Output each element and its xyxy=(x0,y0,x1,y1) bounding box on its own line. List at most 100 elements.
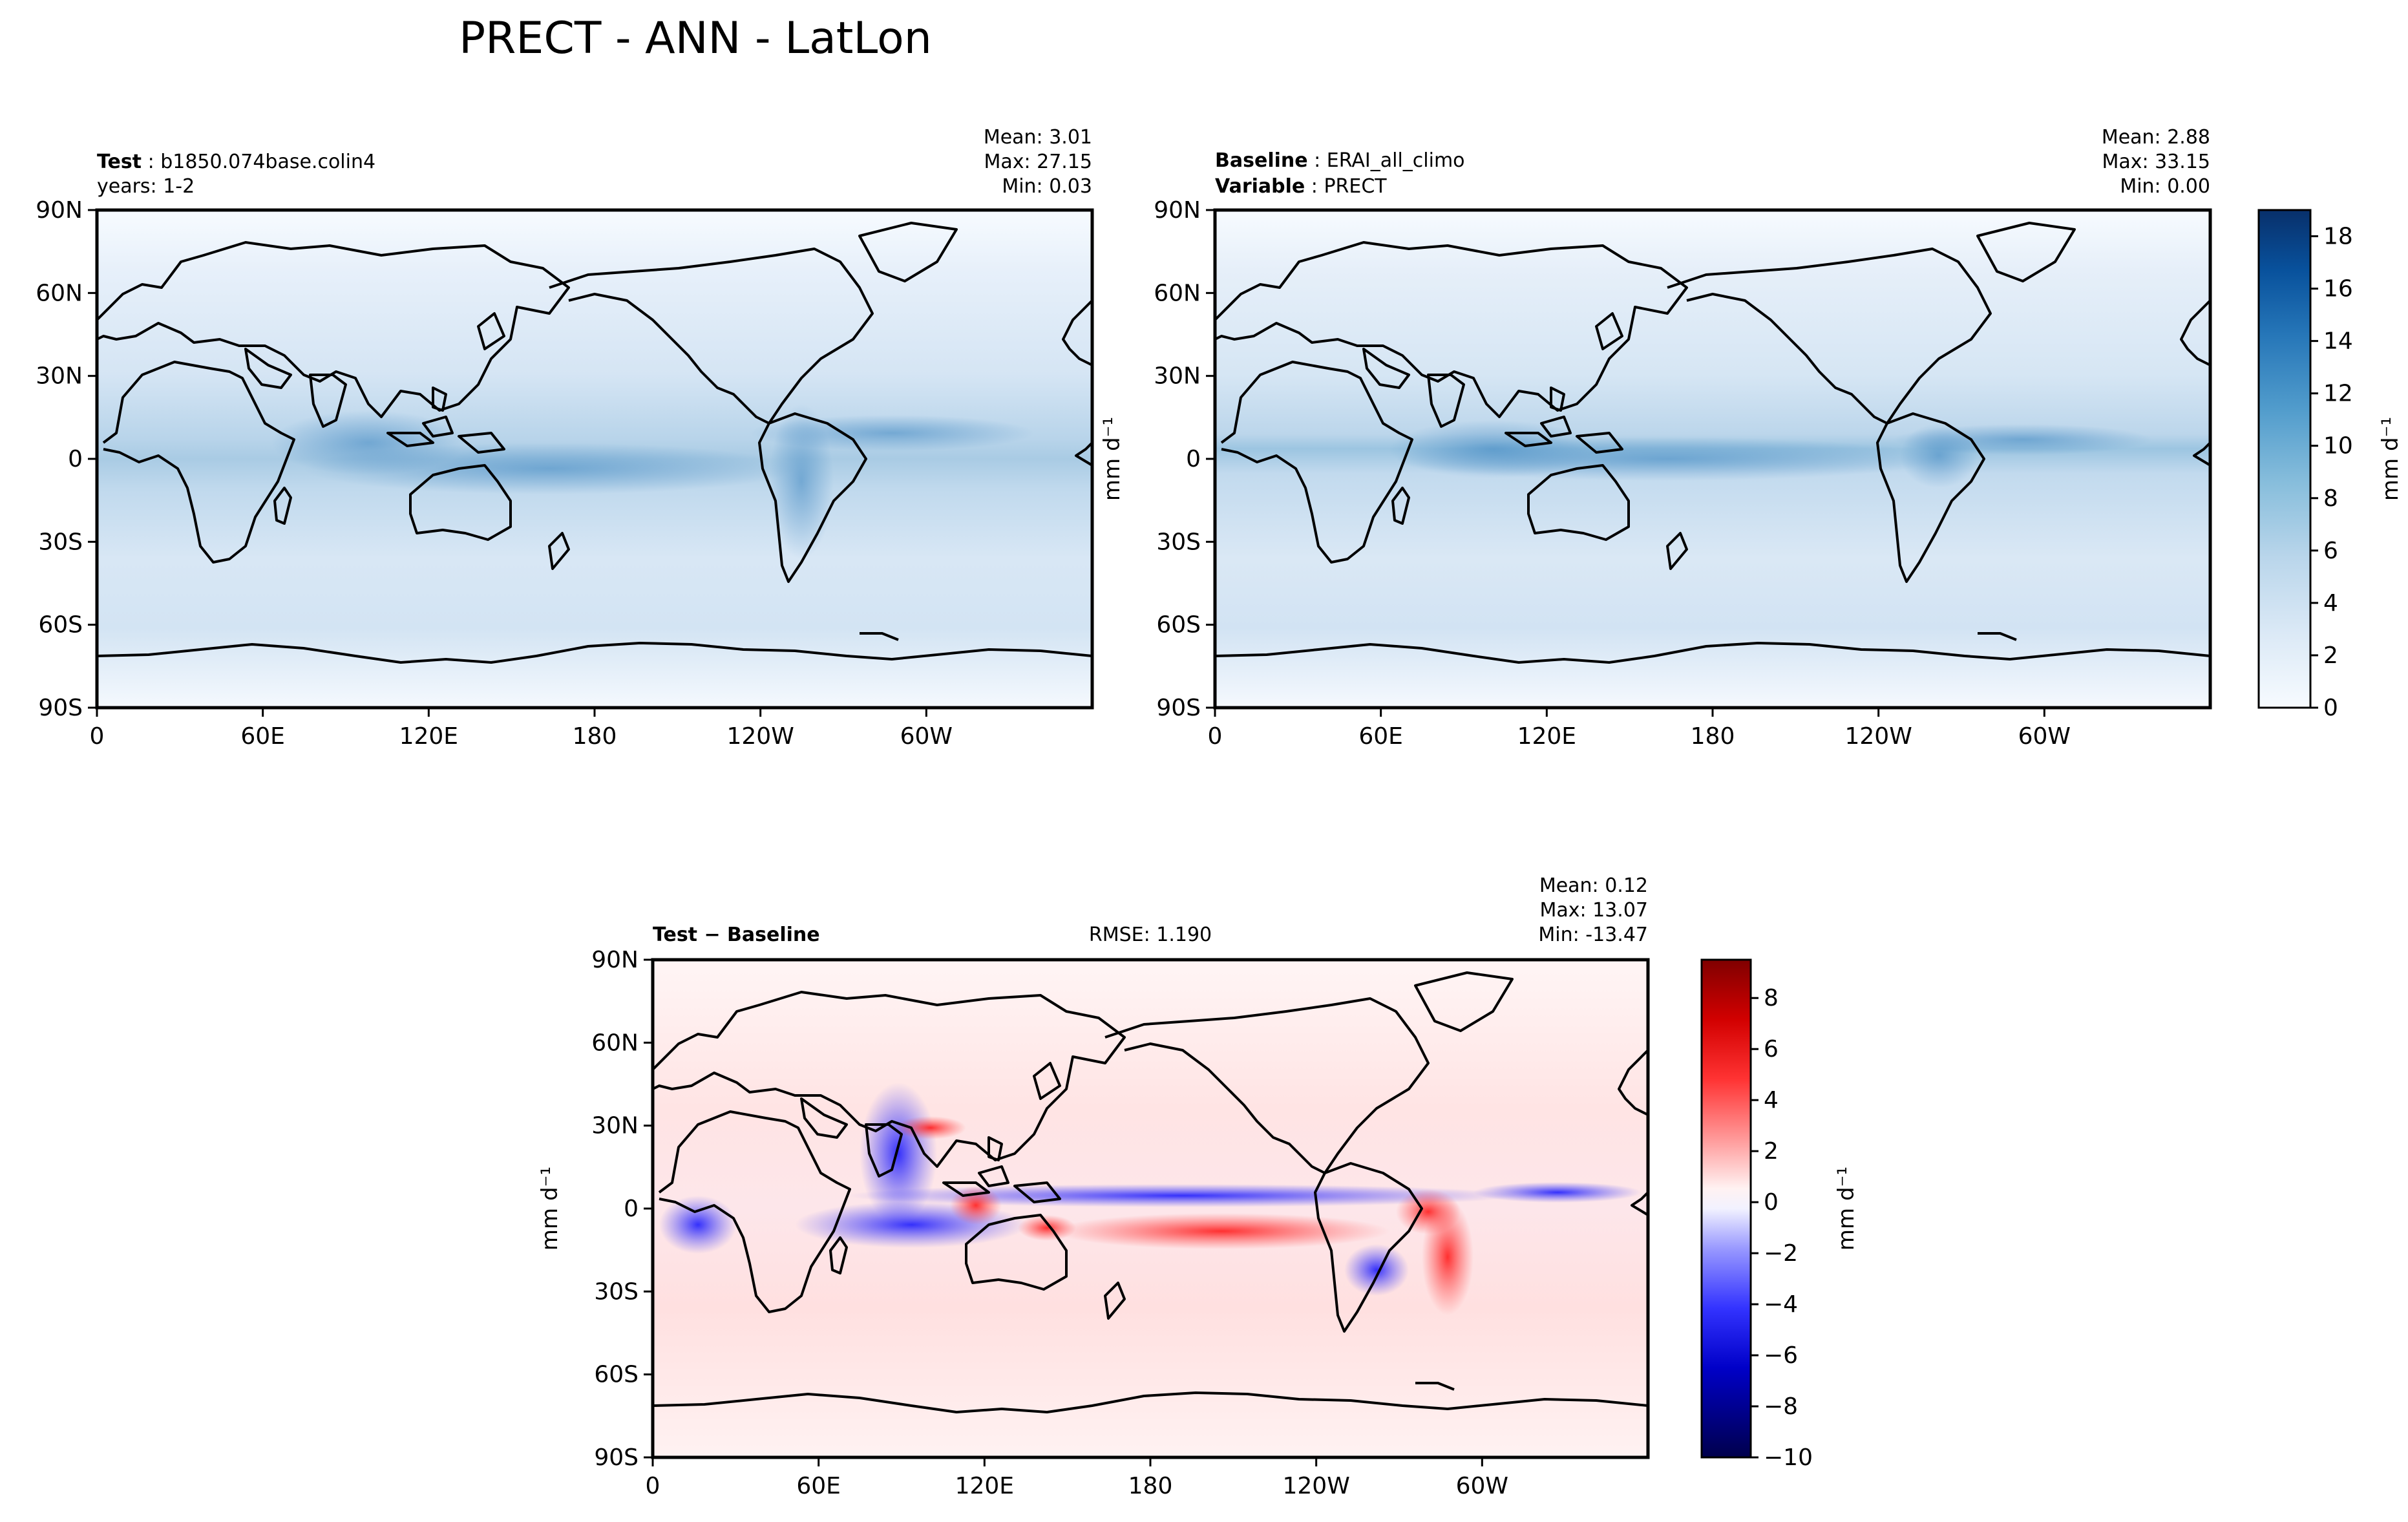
diff-x-tick-label: 120E xyxy=(955,1473,1014,1499)
test-x-tick-label: 60E xyxy=(240,723,285,750)
baseline-x-tick-label: 60E xyxy=(1358,723,1403,750)
test-years: years: 1-2 xyxy=(97,175,195,198)
diff-x-tick-label: 0 xyxy=(646,1473,660,1499)
diff-ylabel: mm d⁻¹ xyxy=(537,1167,563,1251)
precip-colorbar-tick-label: 2 xyxy=(2323,642,2338,669)
baseline-x-tick-label: 0 xyxy=(1208,723,1223,750)
test-y-tick-label: 0 xyxy=(68,446,83,472)
diff-colorbar-tick-label: 4 xyxy=(1764,1087,1779,1114)
diff-y-tick-label: 30N xyxy=(591,1113,639,1139)
test-x-tick-label: 0 xyxy=(90,723,105,750)
diff-x-tick-label: 120W xyxy=(1283,1473,1350,1499)
diff-colorbar-tick-label: −8 xyxy=(1764,1393,1798,1420)
diff-stat-mean: Mean: 0.12 xyxy=(1539,874,1648,897)
baseline-variable-bold: Variable xyxy=(1215,175,1305,198)
diff-y-tick-label: 0 xyxy=(624,1196,639,1222)
baseline-ylabel: mm d⁻¹ xyxy=(1099,417,1125,501)
baseline-label-colon: : xyxy=(1308,149,1327,172)
diff-x-tick-label: 60E xyxy=(796,1473,841,1499)
diff-colorbar-tick-label: 8 xyxy=(1764,985,1779,1011)
test-y-tick-label: 90N xyxy=(36,197,83,224)
test-x-tick-label: 120E xyxy=(399,723,458,750)
test-axis-ticks: 0 60E 120E 180 120W 60W 90N 60N 30N 0 30S 60S 90S xyxy=(36,197,953,750)
baseline-label-value: ERAI_all_climo xyxy=(1327,149,1465,172)
test-y-tick-label: 30S xyxy=(38,529,83,555)
baseline-x-tick-label: 120E xyxy=(1517,723,1576,750)
diff-y-tick-label: 90S xyxy=(594,1444,639,1471)
diff-colorbar-tick-label: −6 xyxy=(1764,1342,1798,1369)
test-x-tick-label: 60W xyxy=(900,723,953,750)
precip-colorbar-tick-label: 0 xyxy=(2323,695,2338,721)
diff-stat-max: Max: 13.07 xyxy=(1539,899,1648,922)
baseline-y-tick-label: 0 xyxy=(1186,446,1201,472)
test-stat-min: Min: 0.03 xyxy=(1002,175,1092,198)
precip-colorbar-label: mm d⁻¹ xyxy=(2378,417,2403,501)
precip-colorbar-ticks: 0 2 4 6 8 10 12 14 16 18 xyxy=(2310,224,2353,721)
svg-text:Test : b1850.074base.colin4: Test : b1850.074base.colin4 xyxy=(97,151,375,173)
diff-colorbar-tick-label: 6 xyxy=(1764,1036,1779,1062)
precip-colorbar-tick-label: 12 xyxy=(2323,381,2353,407)
precip-colorbar-tick-label: 6 xyxy=(2323,538,2338,564)
svg-text:Baseline : ERAI_all_climo: Baseline : ERAI_all_climo xyxy=(1215,149,1465,172)
baseline-label-bold: Baseline xyxy=(1215,149,1308,172)
baseline-y-tick-label: 90N xyxy=(1154,197,1201,224)
baseline-stat-max: Max: 33.15 xyxy=(2102,151,2210,173)
diff-y-tick-label: 90N xyxy=(591,947,639,973)
precip-colorbar-tick-label: 10 xyxy=(2323,433,2353,460)
test-label-value: b1850.074base.colin4 xyxy=(160,151,375,173)
test-x-tick-label: 120W xyxy=(727,723,794,750)
diff-label: Test − Baseline xyxy=(653,924,820,946)
diff-y-tick-label: 30S xyxy=(594,1278,639,1305)
diff-y-tick-label: 60S xyxy=(594,1362,639,1388)
diff-colorbar-tick-label: −4 xyxy=(1764,1291,1798,1318)
test-label-bold: Test xyxy=(97,151,142,173)
baseline-x-tick-label: 60W xyxy=(2018,723,2071,750)
test-y-tick-label: 60N xyxy=(36,280,83,306)
diff-y-tick-label: 60N xyxy=(591,1030,639,1056)
diff-colorbar-tick-label: 0 xyxy=(1764,1189,1779,1216)
test-x-tick-label: 180 xyxy=(573,723,617,750)
diff-rmse: RMSE: 1.190 xyxy=(1089,924,1212,946)
baseline-panel: 0 60E 120E 180 120W 60W 90N 60N 30N 0 30S 60S 90S Ba… xyxy=(1099,126,2212,750)
diff-colorbar-fill xyxy=(1700,958,1752,1459)
test-y-tick-label: 90S xyxy=(38,695,83,721)
diff-colorbar-ticks: 8 6 4 2 0 −2 −4 −6 −8 −10 xyxy=(1751,985,1813,1471)
diff-colorbar-tick-label: 2 xyxy=(1764,1138,1779,1165)
figure-title: PRECT - ANN - LatLon xyxy=(459,13,932,64)
diff-stat-min: Min: -13.47 xyxy=(1538,924,1648,946)
test-panel: 0 60E 120E 180 120W 60W 90N 60N 30N 0 30S 60S 90S Te… xyxy=(36,126,1094,750)
precip-colorbar-tick-label: 16 xyxy=(2323,276,2353,302)
precip-colorbar-fill xyxy=(2257,209,2312,709)
precip-colorbar-tick-label: 14 xyxy=(2323,328,2353,355)
diff-map-background xyxy=(653,960,1648,1457)
baseline-x-tick-label: 180 xyxy=(1691,723,1735,750)
test-stat-mean: Mean: 3.01 xyxy=(984,126,1092,149)
baseline-y-tick-label: 30S xyxy=(1156,529,1201,555)
test-y-tick-label: 60S xyxy=(38,612,83,639)
diff-x-tick-label: 180 xyxy=(1128,1473,1173,1499)
baseline-x-tick-label: 120W xyxy=(1845,723,1912,750)
baseline-stat-mean: Mean: 2.88 xyxy=(2102,126,2210,149)
diff-colorbar-tick-label: −2 xyxy=(1764,1240,1798,1267)
baseline-y-tick-label: 90S xyxy=(1156,695,1201,721)
precip-colorbar-tick-label: 4 xyxy=(2323,590,2338,617)
diff-axis-ticks: 0 60E 120E 180 120W 60W 90N 60N 30N 0 30S 60S 90S xyxy=(591,947,1508,1499)
baseline-variable-colon: : xyxy=(1305,175,1324,198)
precip-colorbar-tick-label: 8 xyxy=(2323,485,2338,512)
baseline-variable-value: PRECT xyxy=(1324,175,1387,198)
baseline-y-tick-label: 60N xyxy=(1154,280,1201,306)
test-y-tick-label: 30N xyxy=(36,363,83,390)
test-stat-max: Max: 27.15 xyxy=(984,151,1092,173)
baseline-axis-ticks: 0 60E 120E 180 120W 60W 90N 60N 30N 0 30S 60S 90S xyxy=(1154,197,2071,750)
precip-colorbar: 0 2 4 6 8 10 12 14 16 18 mm d⁻¹ xyxy=(2257,209,2403,721)
diff-x-tick-label: 60W xyxy=(1456,1473,1508,1499)
baseline-y-tick-label: 30N xyxy=(1154,363,1201,390)
diff-colorbar-label: mm d⁻¹ xyxy=(1833,1167,1859,1251)
diff-panel: 0 60E 120E 180 120W 60W 90N 60N 30N 0 30S 60S 90S Te… xyxy=(537,874,1650,1499)
svg-text:Variable : PRECT: Variable : PRECT xyxy=(1215,175,1387,198)
precip-colorbar-tick-label: 18 xyxy=(2323,224,2353,250)
baseline-y-tick-label: 60S xyxy=(1156,612,1201,639)
diff-colorbar-tick-label: −10 xyxy=(1764,1444,1813,1471)
test-label-colon: : xyxy=(142,151,160,173)
